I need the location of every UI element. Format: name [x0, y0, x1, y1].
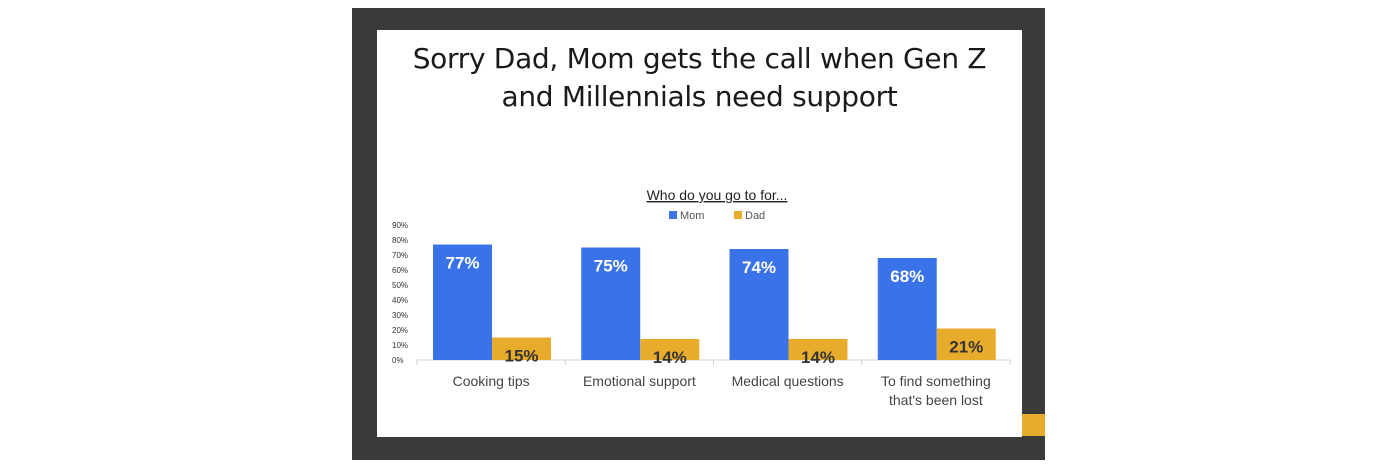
y-tick-label: 50% [392, 281, 408, 290]
legend-label-mom: Mom [680, 210, 704, 222]
data-label-bar-dad-3: 14% [801, 348, 835, 367]
x-category-label-2: Emotional support [583, 373, 696, 389]
bar-mom-4 [877, 258, 937, 360]
data-label-bar-dad-2: 14% [653, 348, 687, 367]
data-label-bar-dad-4: 21% [949, 338, 983, 357]
bar-mom-1 [433, 244, 492, 360]
legend-label-dad: Dad [745, 210, 765, 222]
bar-chart: Who do you go to for... Mom Dad 0% 10% 20% 30%… [392, 187, 1011, 408]
slide-title: Sorry Dad, Mom gets the call when Gen Z … [377, 40, 1022, 116]
y-tick-label: 90% [392, 221, 408, 230]
y-tick-label: 70% [392, 251, 408, 260]
bar-dad-4 [936, 328, 996, 360]
legend-swatch-mom [669, 211, 677, 219]
data-label-bar-mom-4: 68% [890, 267, 924, 286]
bar-mom-2 [581, 247, 641, 360]
bar-mom-3 [729, 249, 789, 360]
data-label-bar-mom-3: 74% [742, 258, 776, 277]
slide-title-line-1: Sorry Dad, Mom gets the call when Gen Z [412, 42, 987, 75]
accent-square [1022, 414, 1045, 436]
y-tick-label: 30% [392, 311, 408, 320]
data-label-bar-mom-2: 75% [594, 257, 628, 276]
bar-dad-3 [788, 339, 848, 360]
chart-title: Who do you go to for... [647, 187, 788, 203]
y-tick-label: 40% [392, 296, 408, 305]
bar-dad-2 [640, 339, 700, 360]
y-tick-label: 20% [392, 326, 408, 335]
data-label-bar-mom-1: 77% [445, 254, 479, 273]
y-tick-label: 60% [392, 266, 408, 275]
y-tick-label: 0% [392, 356, 404, 365]
slide-title-line-2: and Millennials need support [501, 80, 898, 113]
legend-swatch-dad [734, 211, 742, 219]
x-category-label-4: that's been lost [889, 392, 983, 408]
slide: Sorry Dad, Mom gets the call when Gen Z … [377, 30, 1022, 437]
y-tick-label: 10% [392, 341, 408, 350]
x-category-label-1: Cooking tips [453, 373, 530, 389]
x-category-label-3: Medical questions [732, 373, 844, 389]
bar-dad-1 [492, 337, 551, 360]
y-tick-label: 80% [392, 236, 408, 245]
data-label-bar-dad-1: 15% [504, 347, 538, 366]
x-category-label-4: To find something [881, 373, 991, 389]
